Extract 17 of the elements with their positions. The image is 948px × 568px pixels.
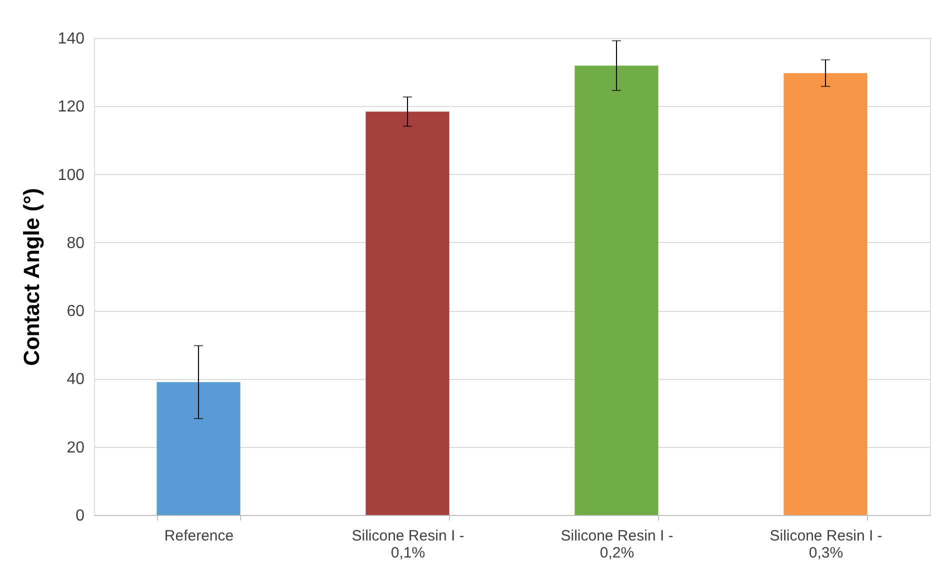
x-tick-label: Silicone Resin I - 0,3%: [770, 528, 882, 562]
y-tick-label: 80: [66, 234, 85, 252]
bar: [366, 112, 450, 515]
x-tick-label: Reference: [164, 528, 234, 544]
y-tick-label: 120: [58, 98, 85, 116]
y-axis-title: Contact Angle (°): [18, 188, 44, 366]
x-tick-label: Silicone Resin I - 0,2%: [560, 528, 674, 562]
bar: [574, 66, 658, 515]
y-tick-label: 40: [66, 371, 85, 388]
y-tick-label: 20: [66, 439, 85, 456]
bar: [156, 382, 240, 515]
y-tick-label: 140: [58, 30, 85, 48]
y-tick-label: 100: [58, 166, 85, 184]
y-tick-label: 60: [66, 303, 85, 320]
y-tick-label: 0: [76, 508, 85, 524]
x-tick-label: Silicone Resin I - 0,1%: [352, 528, 464, 562]
bar: [784, 73, 868, 515]
